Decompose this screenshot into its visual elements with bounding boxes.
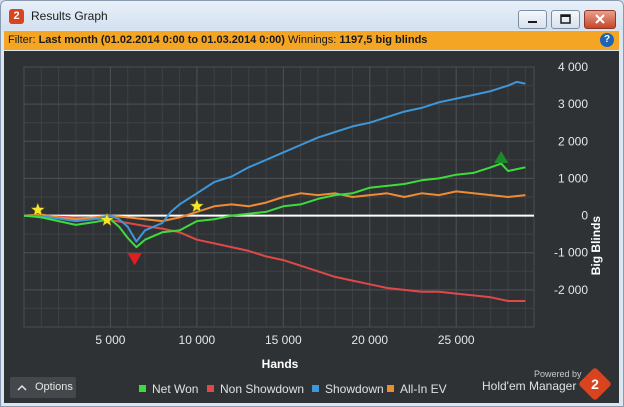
y-tick-label: 4 000	[558, 60, 588, 74]
y-tick-label: 2 000	[558, 134, 588, 148]
filter-bar: Filter: Last month (01.02.2014 0:00 to 0…	[4, 31, 619, 50]
legend-swatch	[139, 385, 146, 392]
results-chart: 5 000 10 000 15 000 20 000 25 000 -2 000 -1 00…	[23, 60, 603, 371]
y-tick-label: 0	[581, 209, 588, 223]
close-icon	[595, 14, 605, 24]
x-tick-label: 15 000	[265, 333, 302, 347]
series-line-non-showdown	[23, 214, 526, 302]
x-tick-label: 20 000	[351, 333, 388, 347]
filter-range: Last month (01.02.2014 0:00 to 01.03.201…	[38, 34, 285, 46]
y-tick-label: -1 000	[554, 246, 588, 260]
title-bar[interactable]: 2 Results Graph	[1, 1, 623, 30]
brand-name: Hold'em Manager	[482, 379, 577, 393]
x-tick-label: 10 000	[179, 333, 216, 347]
filter-label: Filter:	[8, 34, 36, 46]
window-title: Results Graph	[31, 9, 108, 23]
winnings-label: Winnings:	[288, 34, 337, 46]
powered-by-text: Powered by	[534, 369, 582, 379]
legend-swatch	[207, 385, 214, 392]
series-line-all-in-ev	[23, 190, 526, 223]
series-line-net-won	[23, 162, 526, 249]
options-label: Options	[35, 381, 73, 393]
options-button[interactable]: Options	[10, 377, 76, 398]
x-tick-label: 5 000	[95, 333, 125, 347]
maximize-button[interactable]	[551, 10, 580, 29]
x-tick-label: 25 000	[438, 333, 475, 347]
legend-non-showdown[interactable]: Non Showdown	[207, 382, 304, 396]
maximize-icon	[560, 14, 571, 24]
triangle-down-marker	[127, 253, 142, 266]
star-marker	[30, 202, 46, 217]
legend-all-in-ev[interactable]: All-In EV	[387, 382, 447, 396]
app-icon: 2	[9, 9, 24, 24]
triangle-up-marker	[494, 151, 509, 163]
x-axis-title: Hands	[262, 357, 299, 371]
legend-net-won[interactable]: Net Won	[139, 382, 198, 396]
y-axis-title: Big Blinds	[589, 216, 603, 276]
chart-panel: 5 000 10 000 15 000 20 000 25 000 -2 000 -1 00…	[4, 51, 619, 403]
series-line-showdown	[23, 80, 526, 243]
help-icon[interactable]: ?	[600, 33, 614, 47]
winnings-value: 1197,5 big blinds	[339, 34, 428, 46]
plot-frame	[23, 66, 535, 328]
chevron-up-icon	[17, 384, 27, 391]
minimize-icon	[528, 21, 537, 23]
legend-swatch	[312, 385, 319, 392]
legend-showdown[interactable]: Showdown	[312, 382, 384, 396]
y-tick-label: 3 000	[558, 97, 588, 111]
hm2-logo: 2	[578, 367, 612, 401]
minimize-button[interactable]	[518, 10, 547, 29]
y-tick-label: 1 000	[558, 171, 588, 185]
legend-swatch	[387, 385, 394, 392]
star-marker	[99, 212, 115, 227]
y-tick-label: -2 000	[554, 283, 588, 297]
star-marker	[189, 198, 205, 213]
close-button[interactable]	[584, 10, 616, 29]
